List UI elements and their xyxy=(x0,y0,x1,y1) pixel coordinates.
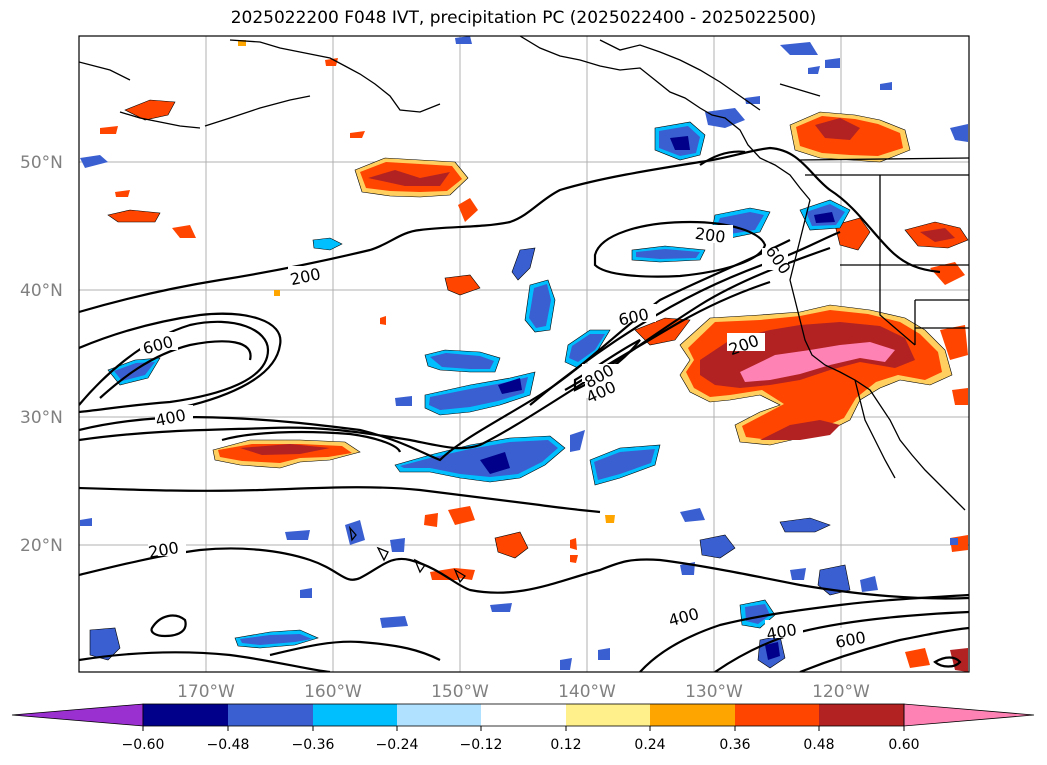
coastlines xyxy=(79,36,969,584)
lon-label: 150°W xyxy=(431,682,489,702)
lat-label: 20°N xyxy=(20,536,63,556)
lon-label: 160°W xyxy=(304,682,362,702)
ivt-contours xyxy=(79,146,969,672)
colorbar-segment xyxy=(650,704,735,726)
colorbar-tick-label: 0.60 xyxy=(888,737,919,753)
colorbar-tick-label: −0.12 xyxy=(460,737,503,753)
map-panel xyxy=(79,36,969,672)
map-frame xyxy=(78,35,970,673)
colorbar-extend-right xyxy=(903,703,1035,727)
lon-label: 170°W xyxy=(177,682,235,702)
colorbar-tick-label: 0.48 xyxy=(803,737,834,753)
colorbar-tick-label: 0.12 xyxy=(550,737,581,753)
colorbar-segment xyxy=(735,704,819,726)
colorbar-tick-label: −0.48 xyxy=(207,737,250,753)
colorbar-segment xyxy=(397,704,481,726)
contour-labels: 200 200 200 200 400 400 400 400 600 600 … xyxy=(140,224,873,652)
colorbar-segment xyxy=(228,704,313,726)
colorbar-tick-label: −0.36 xyxy=(292,737,335,753)
colorbar-extend-left xyxy=(11,703,144,727)
colorbar-segment xyxy=(566,704,650,726)
longitude-labels: 170°W 160°W 150°W 140°W 130°W 120°W xyxy=(177,682,870,702)
colorbar: −0.60 −0.48 −0.36 −0.24 −0.12 0.12 0.24 … xyxy=(11,703,1035,753)
colorbar-segment xyxy=(143,704,228,726)
colorbar-segment xyxy=(481,704,566,726)
lat-label: 40°N xyxy=(20,281,63,301)
latitude-labels: 50°N 40°N 30°N 20°N xyxy=(20,153,63,556)
colorbar-segment xyxy=(819,704,904,726)
precip-negative-areas xyxy=(80,36,968,670)
map-title: 2025022200 F048 IVT, precipitation PC (2… xyxy=(230,8,817,28)
colorbar-segment xyxy=(313,704,397,726)
colorbar-tick-label: 0.24 xyxy=(634,737,665,753)
lon-label: 130°W xyxy=(685,682,743,702)
lon-label: 120°W xyxy=(812,682,870,702)
colorbar-tick-label: −0.24 xyxy=(376,737,419,753)
colorbar-tick-label: −0.60 xyxy=(122,737,165,753)
lat-label: 30°N xyxy=(20,408,63,428)
contour-label-200: 200 xyxy=(694,224,727,247)
lat-label: 50°N xyxy=(20,153,63,173)
colorbar-tick-label: 0.36 xyxy=(719,737,750,753)
lon-label: 140°W xyxy=(558,682,616,702)
